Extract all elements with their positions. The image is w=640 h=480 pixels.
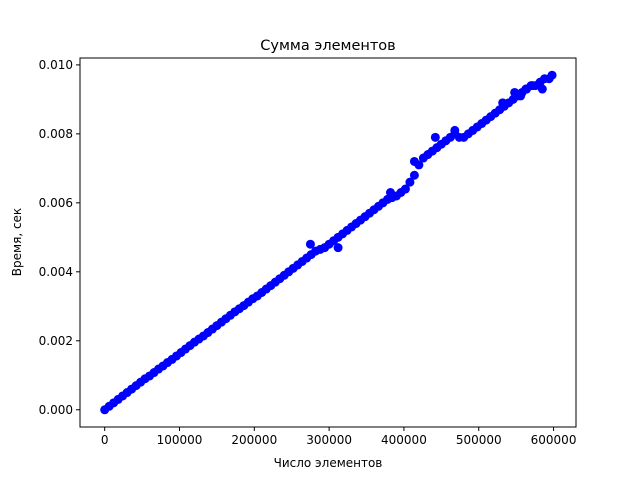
data-point — [430, 132, 440, 142]
data-point — [547, 70, 557, 80]
data-point — [333, 243, 343, 253]
y-tick-label: 0.002 — [39, 334, 73, 348]
y-tick-label: 0.000 — [39, 403, 73, 417]
chart-title: Сумма элементов — [260, 38, 395, 54]
data-point — [528, 81, 538, 91]
data-points — [100, 70, 557, 415]
data-point — [400, 184, 410, 194]
data-point — [537, 84, 547, 94]
data-point — [405, 177, 415, 187]
y-tick-label: 0.004 — [39, 265, 73, 279]
x-axis-ticks: 0 100000 200000 300000 400000 500000 600000 — [101, 427, 577, 447]
data-point — [516, 91, 526, 101]
x-tick-label: 0 — [101, 433, 109, 447]
y-axis-ticks: 0.000 0.002 0.004 0.006 0.008 0.010 — [39, 58, 80, 417]
data-point — [498, 98, 508, 108]
data-point — [305, 239, 315, 249]
x-axis-label: Число элементов — [274, 456, 383, 470]
x-tick-label: 100000 — [157, 433, 203, 447]
y-tick-label: 0.008 — [39, 127, 73, 141]
y-tick-label: 0.006 — [39, 196, 73, 210]
x-tick-label: 400000 — [381, 433, 427, 447]
data-point — [385, 188, 395, 197]
data-point — [409, 156, 419, 166]
y-axis-label: Время, сек — [10, 208, 24, 276]
x-tick-label: 300000 — [306, 433, 352, 447]
x-tick-label: 200000 — [231, 433, 277, 447]
data-point — [409, 170, 419, 180]
x-tick-label: 600000 — [531, 433, 577, 447]
data-point — [450, 125, 460, 135]
x-tick-label: 500000 — [456, 433, 502, 447]
plot-area-frame — [79, 57, 577, 428]
y-tick-label: 0.010 — [39, 58, 73, 72]
data-point — [521, 84, 531, 94]
